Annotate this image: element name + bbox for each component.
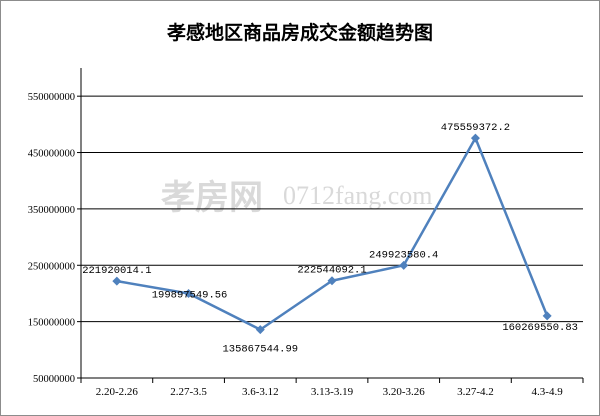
data-label: 249923580.4 [369,249,438,261]
y-axis-tick-labels: 50000000 150000000 250000000 350000000 45000… [28,92,75,385]
data-label: 221920014.1 [82,265,151,277]
data-point-marker [112,276,122,286]
x-tick-label: 3.27-4.2 [457,386,494,398]
x-axis-tick-labels: 2.20-2.26 2.27-3.5 3.6-3.12 3.13-3.19 3.20-3… [96,386,563,398]
data-label: 135867544.99 [222,344,298,356]
y-tick-label: 550000000 [28,92,75,103]
y-tick-label: 450000000 [28,149,75,160]
x-tick-label: 3.6-3.12 [242,386,279,398]
y-tick-label: 50000000 [33,374,75,385]
x-tick-label: 3.13-3.19 [311,386,354,398]
x-tick-label: 3.20-3.26 [383,386,426,398]
y-tick-label: 350000000 [28,205,75,216]
data-point-marker [255,325,265,335]
data-label: 160269550.83 [502,322,578,334]
y-tick-label: 250000000 [28,261,75,272]
data-point-marker [399,260,409,270]
data-point-marker [470,133,480,143]
data-point-marker [542,311,552,321]
data-label: 475559372.2 [441,122,510,134]
watermark: 孝房网 0712fang.com [161,178,432,218]
watermark-en: 0712fang.com [283,181,432,210]
data-label: 199897549.56 [152,290,228,302]
data-point-marker [327,276,337,286]
axes [77,68,584,383]
x-tick-label: 2.27-3.5 [170,386,207,398]
x-tick-label: 2.20-2.26 [96,386,139,398]
x-tick-label: 4.3-4.9 [532,386,564,398]
gridlines [81,95,583,323]
chart-title: 孝感地区商品房成交金额趋势图 [167,21,433,44]
watermark-cn: 孝房网 [161,178,263,218]
data-points [112,133,552,335]
y-tick-label: 150000000 [28,318,75,329]
data-point-marker [184,289,194,299]
data-labels: 221920014.1 199897549.56 135867544.99 22254… [82,122,578,355]
data-label: 222544092.1 [297,265,366,277]
